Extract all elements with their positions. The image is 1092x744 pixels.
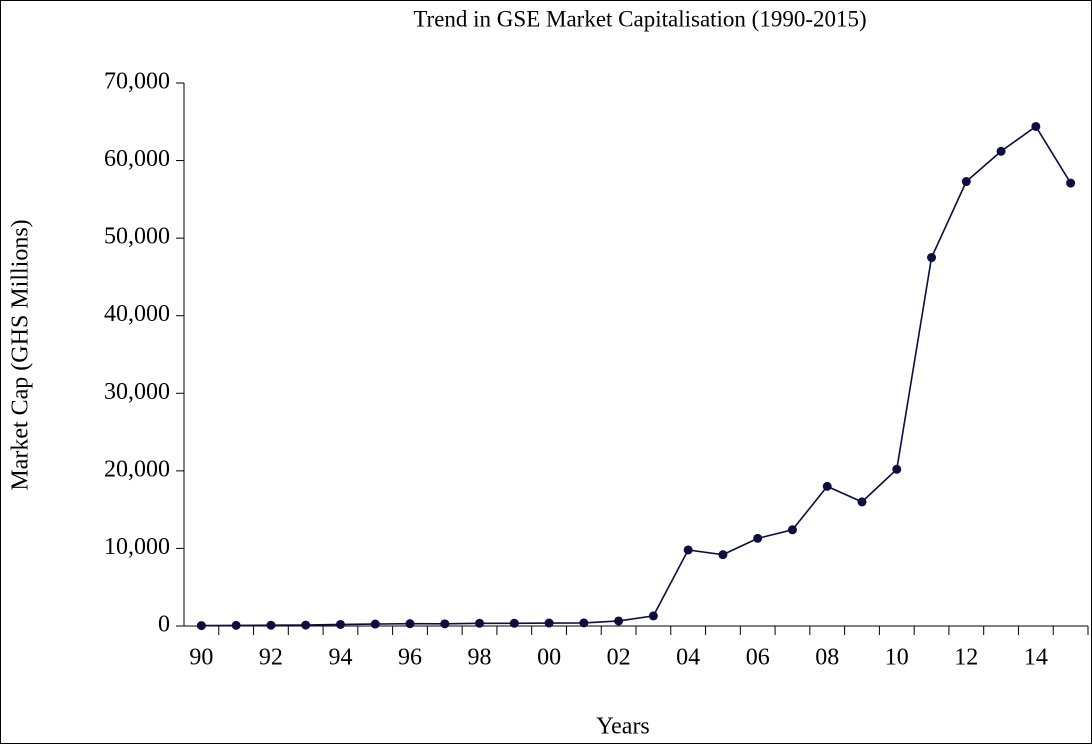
data-point bbox=[231, 620, 241, 630]
data-point bbox=[1031, 121, 1041, 131]
x-tick-label: 14 bbox=[1024, 645, 1048, 671]
data-point bbox=[787, 525, 797, 535]
x-tick-label: 94 bbox=[328, 645, 352, 671]
y-tick-label: 20,000 bbox=[104, 456, 170, 482]
data-point bbox=[335, 619, 345, 629]
data-point bbox=[822, 481, 832, 491]
data-line bbox=[201, 125, 1072, 627]
y-tick-label: 40,000 bbox=[104, 301, 170, 327]
data-point bbox=[1066, 178, 1076, 188]
chart-title: Trend in GSE Market Capitalisation (1990… bbox=[413, 6, 866, 31]
y-tick-label: 50,000 bbox=[104, 224, 170, 250]
y-tick-label: 60,000 bbox=[104, 146, 170, 172]
data-point bbox=[475, 618, 485, 628]
y-tick-label: 30,000 bbox=[104, 379, 170, 405]
y-tick-label: 0 bbox=[158, 612, 170, 638]
x-tick-label: 92 bbox=[259, 645, 283, 671]
data-point bbox=[996, 146, 1006, 156]
data-point bbox=[405, 619, 415, 629]
data-point bbox=[266, 620, 276, 630]
data-point bbox=[927, 253, 937, 263]
data-point bbox=[370, 619, 380, 629]
data-point bbox=[753, 533, 763, 543]
y-axis-label: Market Cap (GHS Millions) bbox=[8, 219, 34, 490]
x-tick-label: 00 bbox=[537, 645, 561, 671]
data-point bbox=[614, 616, 624, 626]
x-tick-label: 04 bbox=[676, 645, 700, 671]
x-tick-label: 06 bbox=[746, 645, 770, 671]
data-point bbox=[579, 618, 589, 628]
data-point bbox=[509, 618, 519, 628]
data-point bbox=[683, 545, 693, 555]
data-point bbox=[648, 611, 658, 621]
data-point bbox=[301, 620, 311, 630]
x-tick-label: 98 bbox=[468, 645, 492, 671]
x-tick-label: 90 bbox=[189, 645, 213, 671]
y-tick-label: 10,000 bbox=[104, 534, 170, 560]
data-point bbox=[961, 177, 971, 187]
x-tick-label: 10 bbox=[885, 645, 909, 671]
data-point bbox=[892, 464, 902, 474]
data-point bbox=[718, 550, 728, 560]
data-point bbox=[196, 621, 206, 631]
x-tick-label: 12 bbox=[954, 645, 978, 671]
x-tick-label: 96 bbox=[398, 645, 422, 671]
x-tick-label: 02 bbox=[607, 645, 631, 671]
x-axis-label: Years bbox=[596, 714, 650, 740]
data-point bbox=[857, 497, 867, 507]
data-point bbox=[544, 618, 554, 628]
y-tick-label: 70,000 bbox=[104, 69, 170, 95]
x-tick-label: 08 bbox=[815, 645, 839, 671]
data-point bbox=[440, 619, 450, 629]
